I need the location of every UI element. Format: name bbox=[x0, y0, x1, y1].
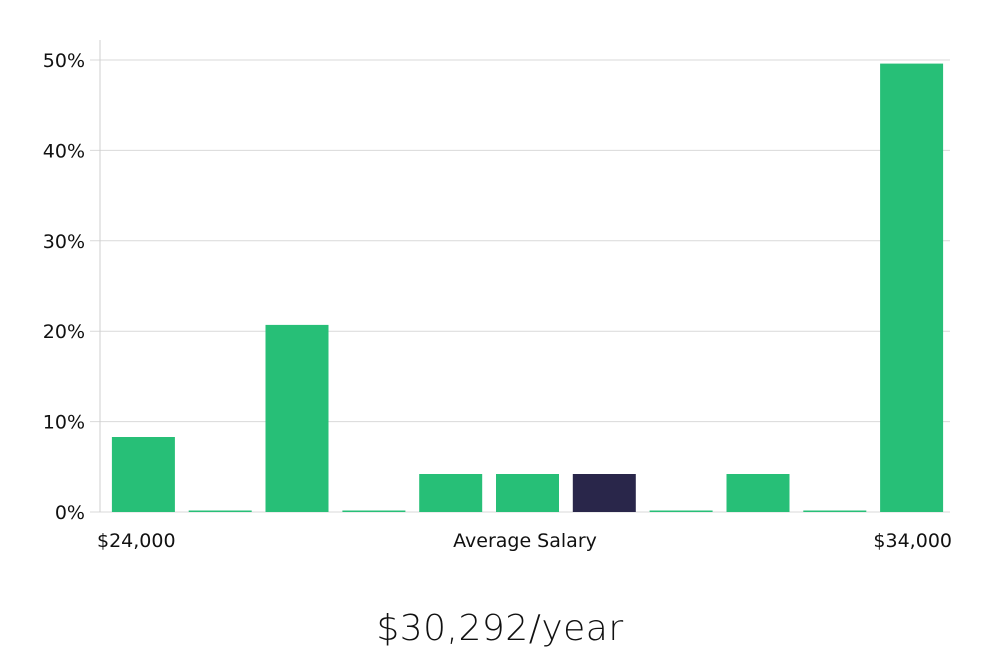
salary-histogram: 0% 10% 20% 30% 40% 50% $24,000 Average Salary… bbox=[43, 40, 952, 552]
average-salary-value: $30,292/year bbox=[376, 608, 624, 649]
y-axis: 0% 10% 20% 30% 40% 50% bbox=[43, 40, 101, 524]
bar bbox=[419, 474, 483, 512]
bar bbox=[188, 510, 252, 512]
y-tick-label: 0% bbox=[55, 502, 85, 524]
x-axis-title: Average Salary bbox=[453, 530, 597, 552]
y-tick-label: 10% bbox=[43, 412, 85, 434]
bars bbox=[111, 63, 944, 512]
bar bbox=[880, 63, 944, 512]
bar-highlighted bbox=[572, 474, 636, 512]
y-tick-label: 20% bbox=[43, 321, 85, 343]
y-tick-label: 30% bbox=[43, 231, 85, 253]
bar bbox=[111, 437, 175, 512]
bar bbox=[803, 510, 867, 512]
bar bbox=[649, 510, 713, 512]
bar bbox=[726, 474, 790, 512]
x-axis-min-label: $24,000 bbox=[97, 530, 176, 552]
x-axis-max-label: $34,000 bbox=[873, 530, 952, 552]
bar bbox=[496, 474, 559, 512]
bar bbox=[342, 510, 406, 512]
bar bbox=[265, 324, 329, 512]
y-tick-label: 40% bbox=[43, 140, 85, 162]
gridlines bbox=[90, 59, 950, 513]
y-tick-label: 50% bbox=[43, 50, 85, 72]
